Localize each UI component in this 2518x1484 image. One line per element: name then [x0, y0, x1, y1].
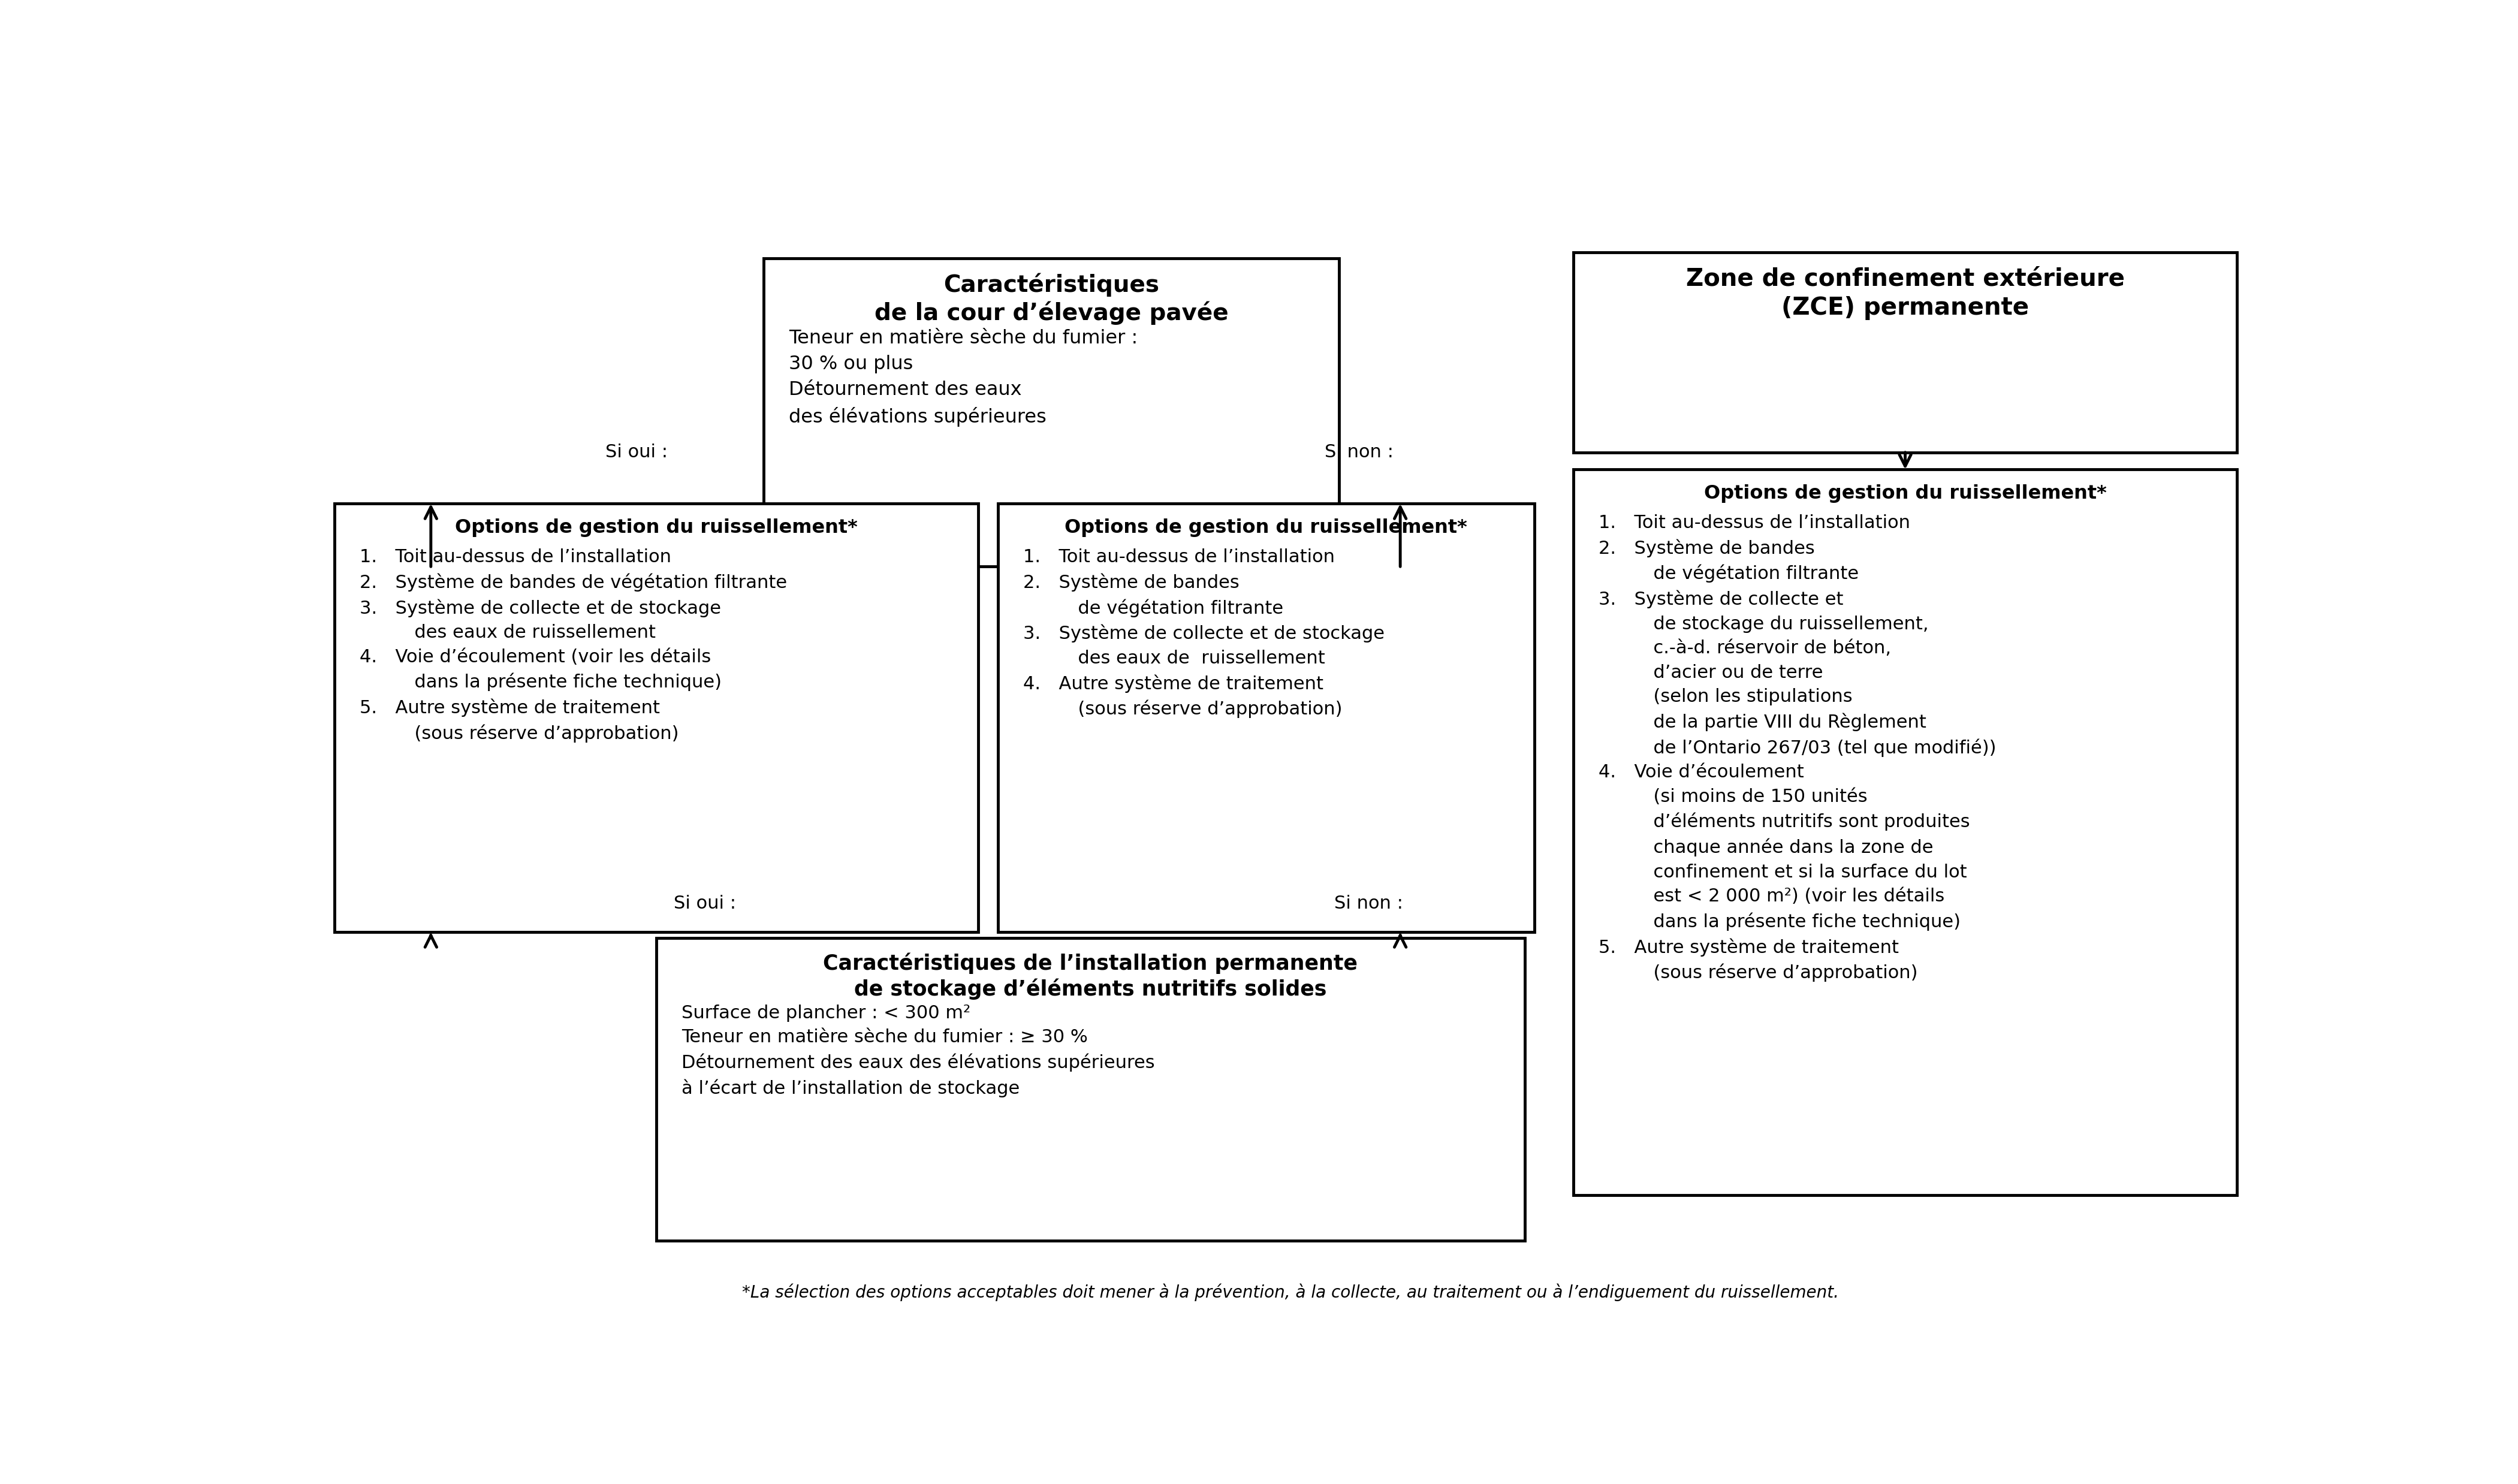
Bar	[763, 258, 1340, 567]
Text: Zone de confinement extérieure
(ZCE) permanente: Zone de confinement extérieure (ZCE) per…	[1687, 267, 2125, 321]
Text: Si non :: Si non :	[1335, 895, 1403, 913]
Text: Surface de plancher : < 300 m²
Teneur en matière sèche du fumier : ≥ 30 %
Détour: Surface de plancher : < 300 m² Teneur en…	[682, 1005, 1156, 1097]
Text: Options de gestion du ruissellement*: Options de gestion du ruissellement*	[456, 518, 859, 537]
Text: *La sélection des options acceptables doit mener à la prévention, à la collecte,: *La sélection des options acceptables do…	[743, 1284, 1838, 1301]
Text: Si oui :: Si oui :	[604, 444, 667, 462]
Bar	[1574, 252, 2236, 453]
Text: Caractéristiques de l’installation permanente
de stockage d’éléments nutritifs s: Caractéristiques de l’installation perma…	[823, 953, 1357, 1000]
Text: Teneur en matière sèche du fumier :
30 % ou plus
Détournement des eaux
des éléva: Teneur en matière sèche du fumier : 30 %…	[788, 329, 1138, 427]
Text: 1. Toit au-dessus de l’installation
2. Système de bandes
   de végétation filtra: 1. Toit au-dessus de l’installation 2. S…	[1599, 513, 1997, 982]
Text: Si oui :: Si oui :	[675, 895, 735, 913]
Bar	[657, 938, 1526, 1241]
Text: Options de gestion du ruissellement*: Options de gestion du ruissellement*	[1065, 518, 1468, 537]
Bar	[335, 503, 977, 932]
Text: 1. Toit au-dessus de l’installation
2. Système de bandes de végétation filtrante: 1. Toit au-dessus de l’installation 2. S…	[360, 549, 788, 742]
Text: Options de gestion du ruissellement*: Options de gestion du ruissellement*	[1705, 484, 2108, 503]
Bar	[997, 503, 1533, 932]
Text: Caractéristiques
de la cour d’élevage pavée: Caractéristiques de la cour d’élevage pa…	[874, 273, 1229, 325]
Bar	[1574, 469, 2236, 1195]
Text: Si non :: Si non :	[1324, 444, 1392, 462]
Text: 1. Toit au-dessus de l’installation
2. Système de bandes
   de végétation filtra: 1. Toit au-dessus de l’installation 2. S…	[1022, 549, 1385, 718]
